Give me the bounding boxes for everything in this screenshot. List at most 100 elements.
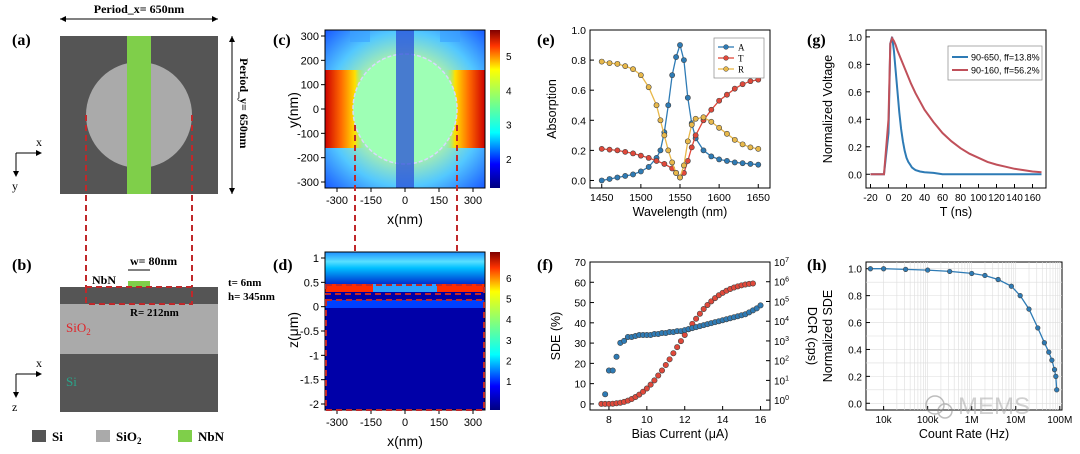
data-point: [673, 54, 679, 60]
data-point: [925, 267, 931, 273]
x-tick-label: -300: [326, 195, 348, 207]
panel-c: (c) 300 200 100 0 -100 -200 -300 -300 -150 0 150 3…: [273, 29, 512, 227]
panel-label-f: (f): [537, 257, 553, 274]
y-tick-label: 1.0: [848, 33, 862, 44]
data-point: [665, 147, 672, 154]
data-point: [630, 66, 636, 73]
legend-label-sio2: SiO2: [116, 429, 142, 446]
arrowhead: [60, 16, 66, 22]
data-point: [684, 158, 691, 164]
field-patch: [373, 284, 437, 292]
y2-tick-label: 101: [774, 375, 789, 387]
h-label: h= 345nm: [228, 291, 275, 303]
data-point: [704, 301, 711, 308]
dashed-box: [325, 284, 485, 295]
data-point: [747, 144, 754, 151]
legend-marker: [723, 66, 729, 72]
panel-b: (b) NbN w= 80nm t= 6nm h= 345nm R= 212nm…: [12, 254, 275, 414]
colorbar-tick-label: 6: [506, 274, 512, 285]
colorbar-tick-label: 4: [506, 315, 512, 326]
data-point: [749, 280, 756, 287]
y-tick-label: 200: [301, 55, 319, 67]
data-point: [657, 147, 664, 154]
data-point: [637, 168, 644, 175]
x-tick-label: 20: [901, 193, 913, 204]
x-tick-label: 140: [1006, 193, 1023, 204]
data-point: [613, 353, 620, 360]
x-tick-label: 100k: [917, 415, 940, 426]
plot-frame: [865, 29, 1047, 189]
y-tick-label: 300: [301, 31, 319, 43]
data-point: [739, 160, 746, 167]
y-tick-label: 60: [574, 277, 586, 289]
x-tick-label: 150: [430, 417, 448, 429]
y-tick-label: 30: [574, 338, 586, 350]
data-point: [637, 72, 644, 79]
legend-marker: [723, 55, 729, 61]
data-point: [700, 147, 707, 154]
data-point: [700, 306, 707, 313]
y-axis-label: z(μm): [285, 312, 301, 348]
data-point: [747, 161, 754, 167]
y-tick-label: 50: [574, 298, 586, 310]
colorbar-tick-label: 5: [506, 52, 512, 63]
colorbar-tick-label: 2: [506, 155, 512, 166]
panel-d: (d) 1 0.5 0 -0.5 -1 -1.5 -2 -300 -150 0 150 300 z(…: [273, 251, 512, 449]
y-tick-label: 0.6: [571, 85, 586, 97]
data-point: [637, 152, 644, 159]
y2-tick-label: 107: [774, 257, 789, 269]
x-tick-label: 60: [937, 193, 949, 204]
x-tick-label: 0: [886, 193, 892, 204]
y-tick-label: 0.8: [848, 60, 862, 71]
nbn-stripe: [127, 36, 151, 194]
si-label: Si: [66, 374, 77, 389]
zoom-connector: [85, 115, 193, 305]
data-point: [602, 391, 609, 398]
data-point: [662, 361, 669, 368]
y2-tick-label: 102: [774, 356, 789, 368]
data-point: [982, 272, 988, 279]
y-axis-label: Normalized Voltage: [821, 55, 835, 163]
y-tick-label: 0.6: [848, 88, 862, 99]
x-tick-label: 14: [717, 414, 729, 426]
arrowhead: [13, 171, 19, 177]
data-point: [724, 91, 730, 98]
colorbar: [490, 30, 500, 188]
x-tick-label: 1650: [747, 192, 771, 204]
x-axis-label: Count Rate (Hz): [919, 427, 1009, 441]
y-axis-label: Normalized SDE: [821, 290, 835, 382]
y-tick-label: 0.4: [848, 345, 862, 356]
data-point: [681, 57, 687, 63]
arrowhead: [13, 392, 19, 398]
data-point: [669, 159, 676, 166]
nbn-label: NbN: [92, 273, 116, 287]
series-line: [870, 35, 1042, 176]
data-point: [670, 350, 677, 357]
wechat-icon: [925, 395, 945, 415]
x-tick-label: -20: [863, 193, 878, 204]
y-tick-label: 0.2: [848, 143, 862, 154]
y-tick-label: 0.0: [848, 399, 862, 410]
field-patch: [350, 30, 370, 42]
x-tick-label: 1550: [668, 192, 692, 204]
y-axis-label: y(nm): [285, 92, 301, 128]
data-point: [688, 121, 695, 128]
data-point: [598, 58, 605, 65]
data-point: [681, 162, 687, 169]
data-point: [881, 266, 887, 272]
y-tick-label: -1: [309, 350, 319, 362]
x-tick-label: 16: [755, 414, 767, 426]
data-point: [739, 81, 746, 88]
watermark-text: MEMS: [958, 393, 1030, 420]
data-point: [1054, 387, 1060, 393]
si-top-layer: [60, 287, 218, 304]
data-point: [708, 106, 715, 113]
y2-tick-label: 100: [774, 395, 789, 407]
x-ticks: -300 -150 0 150 300: [326, 188, 482, 207]
x-tick-label: 120: [988, 193, 1005, 204]
panel-label-g: (g): [807, 32, 826, 49]
y-tick-label: 0.0: [848, 170, 862, 181]
y-tick-label: 0.8: [848, 292, 862, 303]
y2-tick-exp: 0: [785, 395, 789, 402]
panel-label-c: (c): [273, 32, 291, 49]
